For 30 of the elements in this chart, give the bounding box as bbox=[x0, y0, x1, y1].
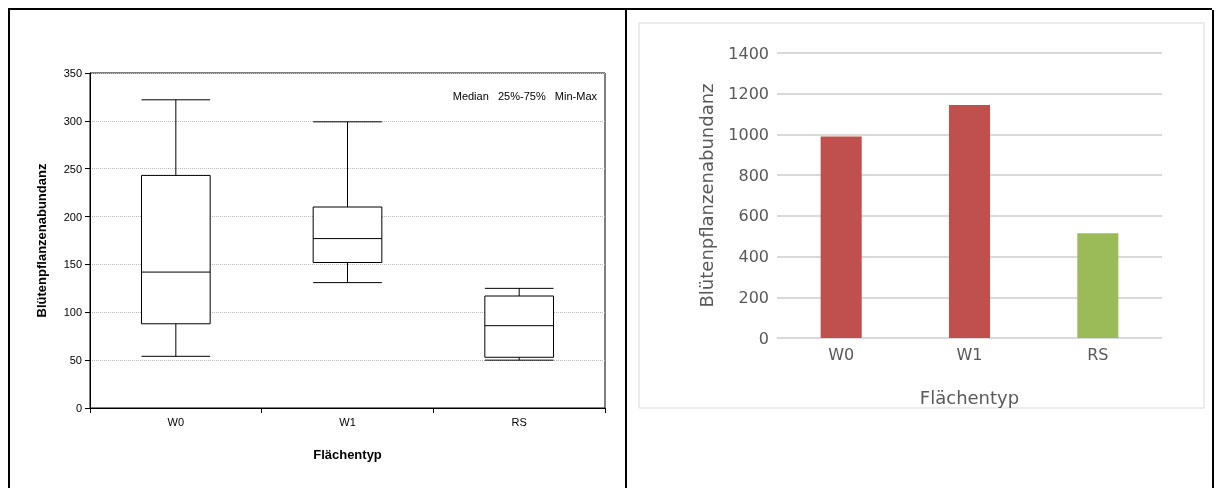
y-tick-label: 0 bbox=[75, 402, 82, 414]
x-tick-label: W0 bbox=[167, 415, 185, 428]
y-tick-label: 50 bbox=[69, 354, 82, 367]
x-tick-label: W0 bbox=[828, 344, 855, 364]
x-tick-label: W1 bbox=[956, 344, 983, 364]
bar bbox=[948, 104, 991, 338]
x-axis-title: Flächentyp bbox=[919, 386, 1020, 408]
y-tick-label: 250 bbox=[63, 162, 82, 175]
y-tick-label: 1000 bbox=[728, 124, 769, 144]
y-tick-label: 350 bbox=[63, 67, 82, 79]
x-tick-label: RS bbox=[1087, 344, 1109, 364]
y-axis-title: Blütenpflanzenabundanz bbox=[695, 83, 717, 308]
y-tick-label: 0 bbox=[758, 328, 769, 348]
y-tick-label: 150 bbox=[63, 258, 82, 271]
y-tick-label: 1400 bbox=[728, 43, 769, 63]
y-tick-label: 1200 bbox=[728, 84, 769, 104]
y-axis-title: Blütenpflanzenabundanz bbox=[34, 163, 49, 318]
bar bbox=[820, 136, 862, 338]
y-tick-label: 800 bbox=[738, 165, 769, 185]
x-axis-title: Flächentyp bbox=[313, 447, 382, 462]
y-tick-label: 200 bbox=[63, 210, 82, 223]
y-tick-label: 600 bbox=[738, 206, 769, 226]
bar bbox=[1077, 233, 1119, 338]
text: Median 25%-75% Min-Max bbox=[452, 89, 597, 102]
x-tick-label: RS bbox=[511, 415, 527, 428]
y-tick-label: 300 bbox=[63, 114, 82, 127]
x-tick-label: W1 bbox=[339, 415, 356, 428]
y-tick-label: 100 bbox=[63, 306, 82, 319]
y-tick-label: 200 bbox=[738, 287, 769, 307]
y-tick-label: 400 bbox=[738, 247, 769, 267]
